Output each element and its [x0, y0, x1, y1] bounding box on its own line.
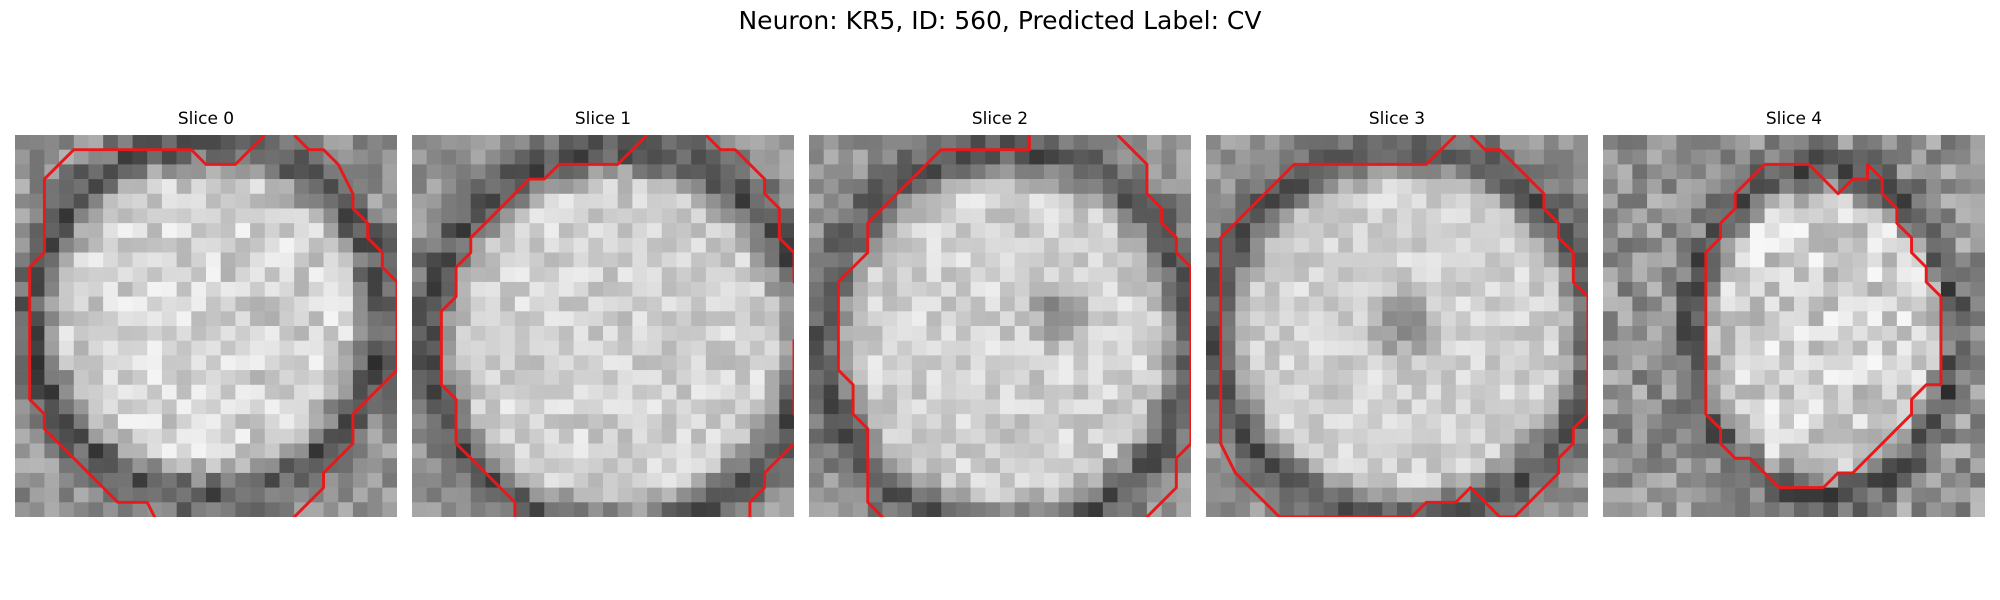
slice-texture: [1206, 135, 1588, 517]
slice-panel-3: Slice 3: [1206, 109, 1588, 521]
slice-title-4: Slice 4: [1765, 109, 1823, 129]
slice-texture: [1603, 135, 1985, 517]
slice-panel-0: Slice 0: [15, 109, 397, 521]
slice-image-4: [1603, 135, 1985, 517]
contour-line-1: [836, 135, 1031, 517]
slice-image-1: [412, 135, 794, 517]
contour-line-2: [292, 135, 397, 517]
contour-line-1: [1704, 162, 1943, 490]
slice-panel-1: Slice 1: [412, 109, 794, 521]
slice-image-2: [809, 135, 1191, 517]
slice-title-3: Slice 3: [1368, 109, 1426, 129]
contour-line-1: [28, 135, 266, 517]
contour-line-1: [1219, 135, 1588, 517]
contour-line-1: [439, 135, 649, 517]
slice-image-3: [1206, 135, 1588, 517]
figure-title: Neuron: KR5, ID: 560, Predicted Label: C…: [738, 6, 1262, 35]
slice-title-0: Slice 0: [177, 109, 235, 129]
slice-panel-4: Slice 4: [1603, 109, 1985, 521]
contour-line-2: [1116, 135, 1191, 517]
slice-title-2: Slice 2: [971, 109, 1029, 129]
slice-panel-2: Slice 2: [809, 109, 1191, 521]
slice-title-1: Slice 1: [574, 109, 632, 129]
slice-texture: [15, 135, 397, 517]
slice-texture: [412, 135, 794, 517]
slice-image-0: [15, 135, 397, 517]
slice-texture: [809, 135, 1191, 517]
contour-line-2: [704, 135, 794, 517]
